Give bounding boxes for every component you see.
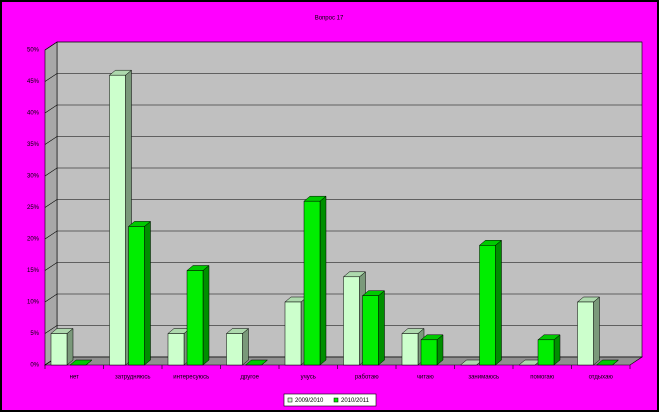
x-tick-label: другое [240,375,259,381]
y-tick-label: 15% [27,268,40,274]
bar-top [69,359,93,366]
bar [109,74,126,366]
y-tick-label: 30% [27,174,40,180]
y-tick-label: 10% [27,300,40,306]
y-tick-label: 45% [27,79,40,85]
x-tick-label: работаю [355,375,379,381]
grid-line [44,136,642,145]
grid-line [44,104,642,114]
bar [226,333,243,366]
x-tick-label: учусь [301,375,316,381]
x-tick-label: отдыхаю [589,375,614,381]
bar-side [242,327,249,366]
bar-side [378,290,385,366]
bar [186,270,204,366]
bar-top [595,359,620,366]
chart-title: Вопрос 17 [315,16,344,22]
grid-line [44,293,642,303]
bar [479,245,496,366]
bar [167,333,185,366]
legend-swatch [287,397,293,403]
bar [362,295,379,366]
legend-box [283,393,377,407]
grid-line [44,199,642,208]
bar [537,339,555,366]
x-tick-label: нет [70,375,79,381]
bar [128,226,145,366]
y-tick-label: 0% [30,363,39,369]
x-tick-label: затрудняюсь [115,375,150,381]
y-tick-label: 25% [27,205,40,211]
x-tick-label: читаю [417,375,434,381]
grid-line [44,325,642,334]
x-tick-label: интересуюсь [173,375,209,381]
bar-top [244,359,269,366]
bar [577,301,594,366]
bar-side [202,264,210,366]
bar [50,333,68,366]
y-tick-label: 5% [30,331,39,337]
legend-label: 2010/2011 [341,398,370,404]
bar-side [144,220,151,366]
legend-swatch [333,397,339,403]
y-tick-label: 50% [27,48,40,54]
grid-line [44,262,642,271]
grid-line [44,230,642,240]
y-tick-label: 35% [27,142,40,148]
bar [303,200,321,366]
x-tick-label: помогаю [530,375,554,381]
grid-line [44,167,642,177]
bar-side [593,296,600,366]
bar-side [319,195,327,366]
bar [420,339,438,366]
bar [284,301,302,366]
bar-side [495,239,502,366]
y-tick-label: 40% [27,111,40,117]
legend: 2009/2010 2010/2011 [283,393,377,407]
bar [343,276,360,366]
bar-side [66,327,74,366]
x-tick-label: занимаюсь [468,375,499,381]
y-tick-label: 20% [27,237,40,243]
grid-line [44,41,642,51]
grid-line [44,73,642,82]
bar [401,333,419,366]
legend-label: 2009/2010 [295,398,324,404]
